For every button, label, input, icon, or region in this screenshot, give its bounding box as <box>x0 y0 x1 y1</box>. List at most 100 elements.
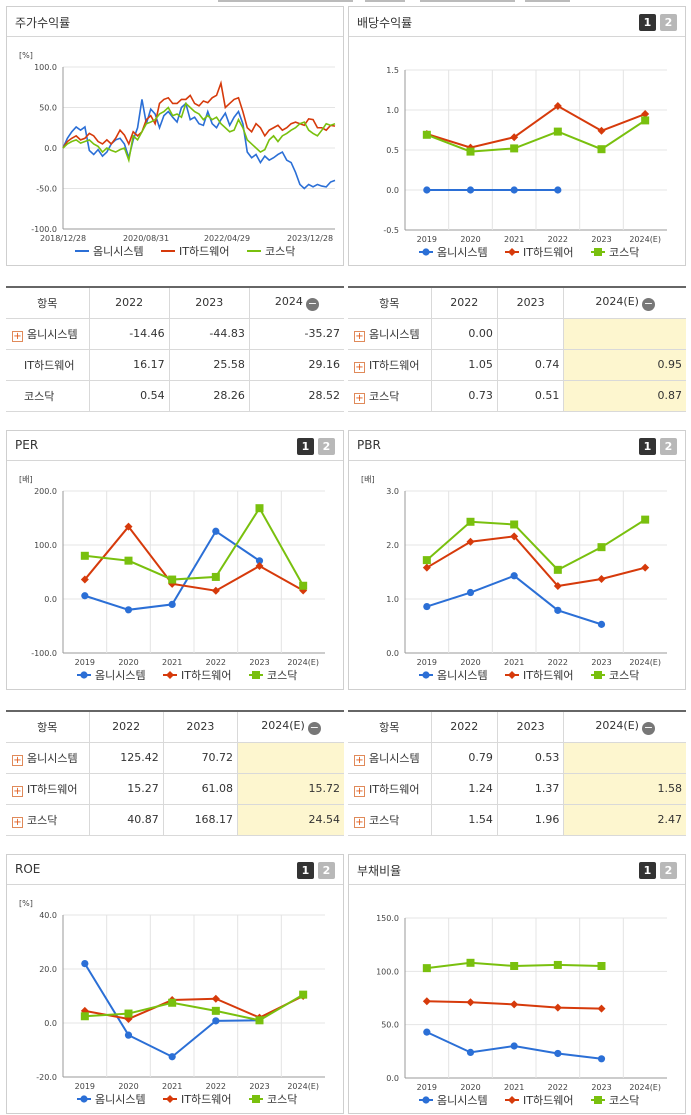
data-point <box>211 1006 220 1015</box>
data-point <box>510 1000 519 1009</box>
data-point <box>466 147 475 156</box>
data-point <box>597 543 606 552</box>
roe-chart-panel: ROE 1 2 [%] 40.0 20.0 0.0 -20.0 2019 2020 2021 2022… <box>6 854 344 1114</box>
column-header: 2024(E) − <box>237 711 344 743</box>
x-tick-label: 2024(E) <box>629 1083 661 1092</box>
x-tick-label: 2023 <box>249 658 269 667</box>
x-tick-label: 2022 <box>548 1083 568 1092</box>
column-header-label: 2023 <box>516 296 545 310</box>
unit-label: [배] <box>361 475 375 484</box>
minus-circle-icon[interactable]: − <box>307 720 321 735</box>
plus-box-icon[interactable]: + <box>354 330 365 342</box>
data-point <box>81 960 89 968</box>
series-line-2 <box>426 104 646 149</box>
panel-header: 부채비율 1 2 <box>349 855 685 885</box>
data-point <box>554 1049 562 1058</box>
data-point <box>212 527 220 535</box>
series-line-2 <box>84 995 304 1020</box>
view-button-2[interactable]: 2 <box>660 14 677 31</box>
data-point <box>553 102 562 110</box>
table-cell: 1.05 <box>431 349 498 381</box>
x-tick-label: 2021 <box>504 658 524 667</box>
chart-title: PBR <box>357 438 381 452</box>
table-cell: -44.83 <box>169 318 250 350</box>
view-button-1[interactable]: 1 <box>297 438 314 455</box>
y-tick-label: 0.5 <box>386 146 399 155</box>
table-cell: -35.27 <box>249 318 344 350</box>
plus-box-icon[interactable]: + <box>354 816 365 828</box>
row-name: 옴니시스템 <box>369 327 420 341</box>
data-point <box>168 575 177 584</box>
per-chart-panel: PER 1 2 [배] 200.0 100.0 0.0 -100.0 2019 2020 2021 2… <box>6 430 344 690</box>
x-tick-label: 2021 <box>162 658 182 667</box>
plus-box-icon[interactable]: + <box>12 816 23 828</box>
row-name: 옴니시스템 <box>27 751 78 765</box>
table-cell: 0.79 <box>431 742 498 774</box>
y-tick-label: 100.0 <box>34 63 57 72</box>
view-button-2[interactable]: 2 <box>660 862 677 879</box>
plus-box-icon[interactable]: + <box>12 785 23 797</box>
series-line-3 <box>84 506 305 587</box>
y-tick-label: 0.0 <box>386 186 399 195</box>
table-cell: 0.00 <box>431 318 498 350</box>
data-point <box>510 520 519 529</box>
y-tick-label: 1.5 <box>386 66 399 75</box>
view-button-2[interactable]: 2 <box>318 438 335 455</box>
view-button-1[interactable]: 1 <box>639 862 656 879</box>
table-cell: 40.87 <box>89 804 164 836</box>
x-tick-label: 2022 <box>206 1082 226 1091</box>
legend-label: 옴니시스템 <box>95 669 146 682</box>
data-point <box>124 522 133 531</box>
plus-box-icon[interactable]: + <box>12 330 23 342</box>
table-cell <box>497 318 565 350</box>
minus-circle-icon[interactable]: − <box>641 296 655 311</box>
view-button-1[interactable]: 1 <box>639 438 656 455</box>
plus-box-icon[interactable]: + <box>354 361 365 373</box>
table-cell: -14.46 <box>89 318 170 350</box>
column-header: 2022 <box>89 711 164 743</box>
table-cell: 0.73 <box>431 380 498 412</box>
table-header-row: 항목 2022 2023 2024(E) − <box>348 287 686 319</box>
plus-box-icon[interactable]: + <box>354 785 365 797</box>
data-point <box>211 586 220 595</box>
column-header: 2022 <box>431 711 498 743</box>
view-button-1[interactable]: 1 <box>639 14 656 31</box>
plus-box-icon[interactable]: + <box>354 754 365 766</box>
table-cell: 2.47 <box>563 804 686 836</box>
data-point <box>641 116 650 125</box>
x-tick-label: 2020 <box>460 658 480 667</box>
column-header-label: 2023 <box>186 720 215 734</box>
legend-label: IT하드웨어 <box>523 668 573 682</box>
panel-header: 주가수익률 <box>7 7 343 37</box>
view-button-2[interactable]: 2 <box>660 438 677 455</box>
data-point <box>466 958 475 967</box>
data-point <box>80 1012 89 1021</box>
table-cell: 29.16 <box>249 349 344 381</box>
minus-circle-icon[interactable]: − <box>305 296 319 311</box>
row-name: 코스닥 <box>369 389 400 403</box>
y-tick-label: 40.0 <box>39 911 57 920</box>
table-cell: 15.72 <box>237 773 344 805</box>
legend-label: IT하드웨어 <box>181 1092 231 1106</box>
legend-label: 코스닥 <box>609 669 639 682</box>
data-point <box>422 130 431 139</box>
y-tick-label: 0.0 <box>44 1019 57 1028</box>
legend-label: 옴니시스템 <box>95 1093 146 1106</box>
table-cell: 0.87 <box>563 380 686 412</box>
x-tick-label: 2022 <box>548 658 568 667</box>
unit-label: [배] <box>19 475 33 484</box>
view-button-2[interactable]: 2 <box>318 862 335 879</box>
plus-box-icon[interactable]: + <box>354 392 365 404</box>
plus-box-icon[interactable]: + <box>12 754 23 766</box>
view-button-1[interactable]: 1 <box>297 862 314 879</box>
series-line-1 <box>84 529 261 611</box>
x-tick-label: 2019 <box>417 658 437 667</box>
data-point <box>597 575 606 584</box>
data-point <box>553 1003 562 1012</box>
data-point <box>211 572 220 581</box>
panel-header: 배당수익률 1 2 <box>349 7 685 37</box>
minus-circle-icon[interactable]: − <box>641 720 655 735</box>
data-point <box>466 186 475 194</box>
